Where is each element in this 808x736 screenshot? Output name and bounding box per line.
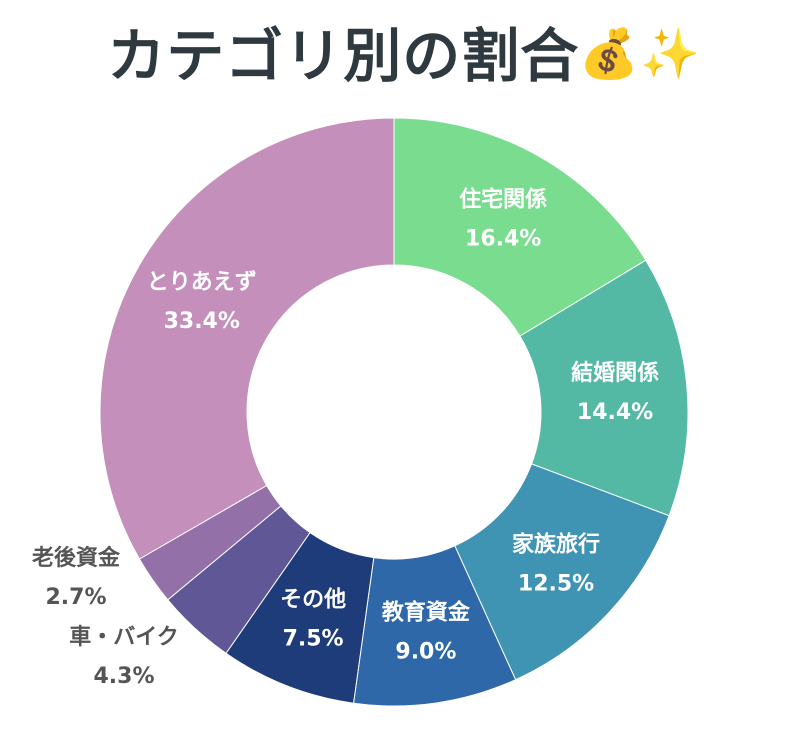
slice-label-value-1: 16.4% [465, 227, 541, 252]
slice-label-value-6: 4.3% [93, 664, 154, 689]
slice-label-name-2: 結婚関係 [571, 360, 659, 386]
slice-label-name-1: 住宅関係 [459, 187, 547, 213]
slices-group [99, 117, 689, 707]
money-bag-sparkles-icon: 💰✨ [579, 26, 701, 82]
labels-group: 住宅関係 16.4% 結婚関係 14.4% 家族旅行 12.5% 教育資金 9.0% その他 7.… [31, 187, 659, 689]
slice-label-value-2: 14.4% [577, 400, 653, 425]
slice-label-value-8: 33.4% [164, 309, 240, 334]
slice-label-value-3: 12.5% [518, 572, 594, 597]
slice-1 [393, 117, 647, 337]
slice-label-name-8: とりあえず [147, 270, 257, 295]
slice-label-name-6: 車・バイク [69, 625, 179, 650]
slice-label-name-7: 老後資金 [31, 545, 121, 571]
slice-label-name-3: 家族旅行 [512, 532, 600, 558]
slice-2 [519, 259, 689, 517]
slice-label-value-4: 9.0% [395, 640, 456, 665]
slice-label-value-7: 2.7% [45, 585, 106, 610]
chart-title-text: カテゴリ別の割合 [107, 22, 580, 90]
slice-label-name-4: 教育資金 [382, 600, 471, 626]
slice-8 [99, 117, 395, 560]
slice-3 [454, 463, 670, 681]
slice-label-value-5: 7.5% [283, 627, 344, 652]
chart-title: カテゴリ別の割合💰✨ [0, 14, 808, 96]
slice-label-name-5: その他 [280, 588, 346, 613]
